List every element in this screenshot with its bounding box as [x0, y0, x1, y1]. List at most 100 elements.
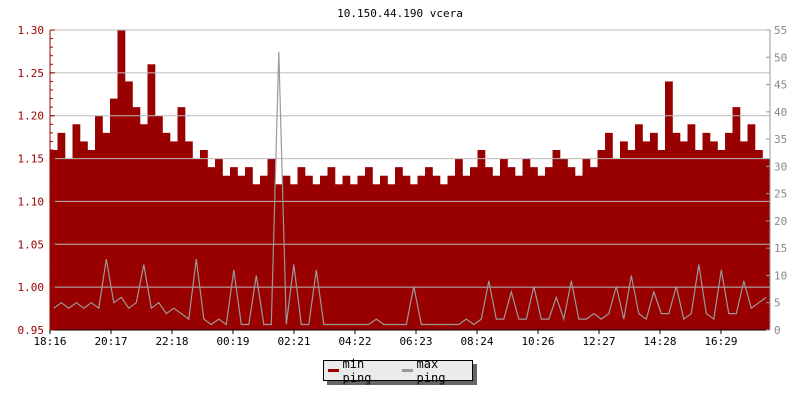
min-ping-bar: [402, 175, 411, 330]
min-ping-bar: [702, 132, 711, 330]
min-ping-bar: [372, 184, 381, 330]
min-ping-bar: [477, 150, 486, 330]
legend-swatch-min: [328, 369, 339, 372]
min-ping-bar: [575, 175, 583, 330]
min-ping-bar: [492, 175, 501, 330]
min-ping-bar: [515, 175, 523, 330]
right-tick-label: 25: [774, 188, 787, 201]
min-ping-bar: [627, 150, 636, 330]
min-ping-bar: [552, 150, 561, 330]
min-ping-bar: [125, 81, 133, 330]
min-ping-bar: [50, 150, 58, 330]
x-tick-label: 16:29: [704, 335, 737, 348]
x-tick-label: 12:27: [582, 335, 615, 348]
min-ping-bar: [710, 141, 718, 330]
right-tick-label: 45: [774, 79, 787, 92]
legend-swatch-max: [402, 369, 413, 372]
min-ping-bar: [440, 184, 448, 330]
min-ping-bar: [162, 132, 171, 330]
min-ping-bar: [590, 167, 598, 330]
min-ping-bar: [357, 175, 366, 330]
max-ping-line: [53, 51, 767, 326]
min-ping-bar: [327, 167, 336, 330]
right-tick-label: 35: [774, 133, 787, 146]
min-ping-bar: [95, 115, 103, 330]
min-ping-bar: [350, 184, 358, 330]
min-ping-bar: [365, 167, 373, 330]
legend-label-min: min ping: [342, 356, 372, 385]
min-ping-bar: [447, 175, 456, 330]
right-tick-label: 15: [774, 242, 787, 255]
right-tick-label: 50: [774, 51, 787, 64]
min-ping-bar: [132, 107, 141, 331]
min-ping-bar: [72, 124, 81, 331]
left-tick-label: 1.10: [18, 195, 45, 208]
left-tick-label: 1.20: [18, 110, 45, 123]
min-ping-bar: [567, 167, 576, 330]
right-tick-label: 0: [774, 324, 781, 337]
min-ping-bar: [140, 124, 148, 331]
min-ping-bar: [695, 150, 703, 330]
right-tick-label: 20: [774, 215, 787, 228]
min-ping-bar: [335, 184, 343, 330]
min-ping-bar: [177, 107, 186, 331]
x-tick-label: 08:24: [460, 335, 493, 348]
min-ping-bar: [185, 141, 193, 330]
min-ping-bar: [410, 184, 418, 330]
min-ping-bar: [687, 124, 696, 331]
min-ping-bar: [425, 167, 433, 330]
min-ping-bar: [545, 167, 553, 330]
right-tick-label: 55: [774, 24, 787, 37]
min-ping-bar: [740, 141, 748, 330]
min-ping-bar: [207, 167, 216, 330]
right-tick-label: 40: [774, 106, 787, 119]
min-ping-bar: [110, 98, 118, 330]
min-ping-bar: [642, 141, 651, 330]
min-ping-bar: [462, 175, 471, 330]
min-ping-bar: [312, 184, 321, 330]
min-ping-bar: [245, 167, 253, 330]
x-tick-label: 04:22: [338, 335, 371, 348]
min-ping-bar: [680, 141, 688, 330]
chart-title: 10.150.44.190 vcera: [337, 7, 463, 20]
min-ping-bar: [380, 175, 388, 330]
min-ping-bar: [275, 184, 283, 330]
left-tick-label: 1.15: [18, 153, 45, 166]
min-ping-bar: [290, 184, 298, 330]
min-ping-bar: [755, 150, 763, 330]
min-ping-bar: [597, 150, 606, 330]
left-tick-label: 1.25: [18, 67, 45, 80]
x-tick-label: 06:23: [399, 335, 432, 348]
min-ping-bar: [470, 167, 478, 330]
min-ping-bar: [252, 184, 261, 330]
min-ping-bar: [80, 141, 88, 330]
min-ping-bar: [605, 132, 613, 330]
min-ping-bar: [320, 175, 328, 330]
min-ping-bar: [387, 184, 396, 330]
min-ping-bar: [672, 132, 681, 330]
min-ping-bar: [102, 132, 111, 330]
min-ping-bar: [57, 132, 66, 330]
left-tick-label: 1.00: [18, 281, 45, 294]
left-tick-label: 1.05: [18, 238, 45, 251]
x-tick-label: 20:17: [94, 335, 127, 348]
min-ping-bar: [657, 150, 666, 330]
min-ping-bar: [650, 132, 658, 330]
min-ping-bar: [635, 124, 643, 331]
min-ping-bar: [417, 175, 426, 330]
min-ping-bar: [117, 30, 126, 330]
min-ping-bar: [537, 175, 546, 330]
x-tick-label: 02:21: [277, 335, 310, 348]
min-ping-bar: [725, 132, 733, 330]
min-ping-bar: [147, 64, 156, 331]
x-tick-label: 00:19: [216, 335, 249, 348]
right-tick-label: 5: [774, 297, 781, 310]
min-ping-bar: [297, 167, 306, 330]
left-tick-label: 0.95: [18, 324, 45, 337]
legend-label-max: max ping: [416, 356, 446, 385]
min-ping-bar: [200, 150, 208, 330]
min-ping-bar: [222, 175, 231, 330]
min-ping-bar: [170, 141, 178, 330]
